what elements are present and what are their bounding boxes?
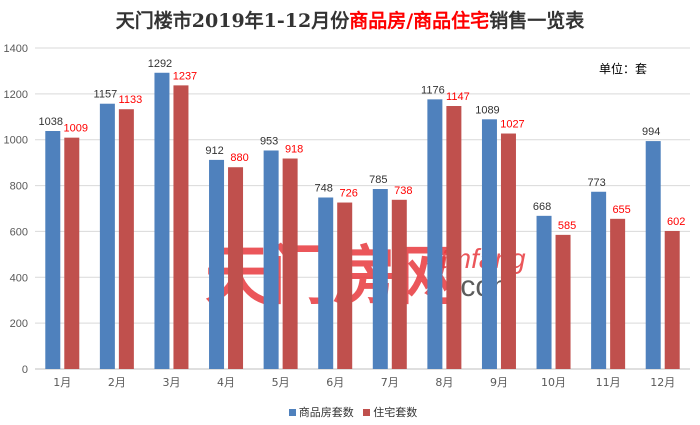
y-tick-label: 200 [10, 318, 28, 330]
data-label: 738 [394, 185, 412, 197]
title-part: 销售一览表 [489, 10, 585, 32]
bar-residential [500, 133, 516, 369]
data-label: 1089 [475, 104, 499, 116]
y-tick-label: 800 [10, 181, 28, 193]
data-label: 785 [369, 174, 387, 186]
x-tick-label: 6月 [326, 376, 344, 389]
data-label: 585 [558, 220, 576, 232]
data-label: 994 [642, 126, 660, 138]
unit-label: 单位：套 [599, 62, 648, 76]
bar-commercial [536, 215, 552, 369]
data-label: 918 [285, 144, 303, 156]
data-label: 912 [205, 145, 223, 157]
bar-commercial [645, 141, 661, 369]
bar-commercial [427, 99, 443, 370]
x-tick-label: 2月 [108, 376, 126, 389]
bar-commercial [481, 119, 497, 369]
x-tick-label: 9月 [490, 376, 508, 389]
y-tick-label: 600 [10, 226, 28, 238]
bar-residential [446, 106, 462, 370]
bar-commercial [263, 150, 279, 369]
y-tick-label: 400 [10, 272, 28, 284]
bar-residential [337, 202, 353, 369]
bar-residential [228, 167, 244, 369]
data-label: 773 [587, 177, 605, 189]
bar-residential [391, 199, 407, 369]
data-label: 1157 [94, 89, 118, 101]
legend-swatch-residential [363, 409, 371, 416]
y-tick-label: 1000 [4, 135, 28, 147]
bar-commercial [372, 189, 388, 369]
data-label: 602 [667, 216, 685, 228]
data-label: 668 [533, 201, 551, 213]
data-label: 748 [315, 182, 333, 194]
data-label: 726 [340, 188, 358, 200]
bar-commercial [99, 103, 115, 369]
x-tick-label: 4月 [217, 376, 235, 389]
x-tick-label: 3月 [162, 376, 180, 389]
y-tick-label: 0 [22, 364, 28, 376]
bar-residential [282, 158, 298, 369]
bar-residential [64, 137, 80, 369]
legend-label: 商品房套数 [298, 406, 354, 419]
bar-commercial [209, 159, 225, 369]
chart-title: 天门楼市2019年1-12月份商品房/商品住宅销售一览表 [0, 6, 700, 33]
bar-commercial [318, 197, 334, 369]
data-label: 953 [260, 135, 278, 147]
data-label: 1176 [421, 84, 445, 96]
x-tick-label: 5月 [272, 376, 290, 389]
data-label: 1292 [148, 58, 172, 70]
x-tick-label: 7月 [381, 376, 399, 389]
data-label: 1147 [446, 91, 470, 103]
x-tick-label: 1月 [53, 376, 71, 389]
y-tick-label: 1200 [4, 89, 28, 101]
data-label: 1038 [39, 116, 63, 128]
bar-residential [555, 234, 571, 369]
bar-commercial [154, 72, 170, 370]
bar-commercial [45, 131, 61, 369]
bar-residential [173, 85, 189, 370]
bar-commercial [591, 191, 607, 369]
x-tick-label: 11月 [596, 376, 621, 389]
legend: 商品房套数 住宅套数 [0, 404, 700, 420]
data-label: 655 [612, 204, 630, 216]
bar-residential [118, 109, 134, 369]
title-part: 天门楼市2019年1-12月份 [115, 10, 350, 32]
data-label: 880 [230, 152, 248, 164]
data-label: 1027 [500, 119, 524, 131]
bar-residential [664, 230, 680, 369]
x-tick-label: 10月 [541, 376, 566, 389]
data-label: 1237 [173, 70, 197, 82]
bar-residential [610, 218, 626, 369]
legend-swatch-commercial [288, 409, 296, 416]
x-tick-label: 8月 [435, 376, 453, 389]
data-label: 1133 [119, 94, 143, 106]
legend-label: 住宅套数 [373, 406, 418, 419]
title-highlight: 商品房/商品住宅 [349, 10, 490, 32]
x-tick-label: 12月 [650, 376, 675, 389]
y-tick-label: 1400 [4, 43, 28, 55]
data-label: 1009 [64, 123, 88, 135]
